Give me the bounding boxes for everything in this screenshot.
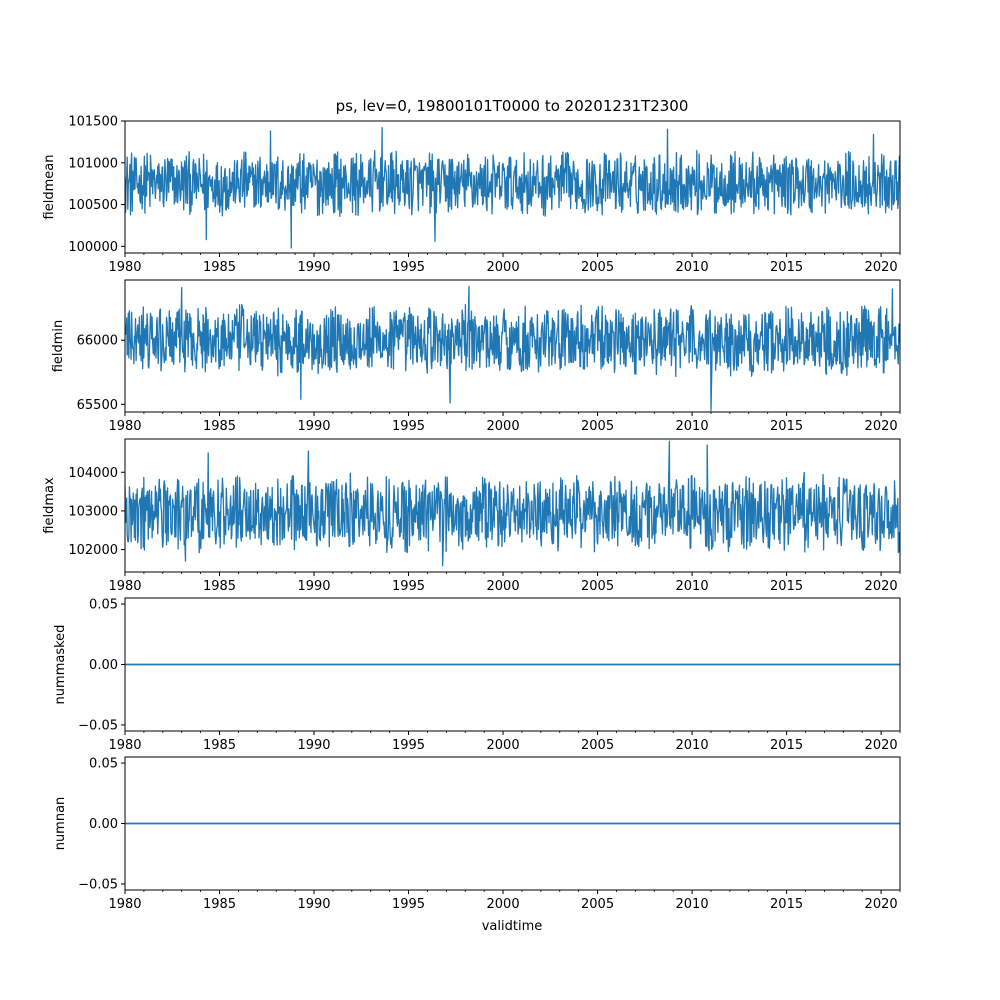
fieldmin-x-tick-label: 2010 xyxy=(676,419,709,434)
fieldmean-x-tick-label: 1995 xyxy=(392,260,425,275)
fieldmax-x-tick-label: 2005 xyxy=(581,579,614,594)
fieldmean-y-tick-label: 100000 xyxy=(68,240,118,255)
subplot-fieldmean: 100000 100500 101000 101500 1980 1985 1990 1995… xyxy=(42,115,901,275)
fieldmax-axes-frame xyxy=(124,438,901,573)
numnan-x-tick-label: 1990 xyxy=(297,897,330,912)
fieldmean-x-tick-label: 1980 xyxy=(108,260,141,275)
fieldmean-x-tick-label: 2005 xyxy=(581,260,614,275)
fieldmean-y-axis-label: fieldmean xyxy=(42,155,57,220)
fieldmean-y-tick-label: 100500 xyxy=(68,198,118,213)
fieldmean-y-tick-label: 101000 xyxy=(68,156,118,171)
numnan-x-tick-label: 2000 xyxy=(487,897,520,912)
subplot-fieldmin: 65500 66000 1980 1985 1990 1995 2000 2005 2010 20… xyxy=(51,279,901,434)
fieldmean-y-tick-label: 101500 xyxy=(68,115,118,130)
fieldmax-x-tick-label: 1990 xyxy=(297,579,330,594)
fieldmin-x-tick-label: 1990 xyxy=(297,419,330,434)
nummasked-y-tick-label: 0.05 xyxy=(89,598,118,613)
fieldmin-x-tick-label: 2000 xyxy=(487,419,520,434)
nummasked-x-tick-label: 2005 xyxy=(581,738,614,753)
fieldmean-x-tick-label: 2020 xyxy=(865,260,898,275)
fieldmin-x-tick-label: 1995 xyxy=(392,419,425,434)
fieldmean-x-tick-label: 1990 xyxy=(297,260,330,275)
nummasked-x-tick-label: 1985 xyxy=(203,738,236,753)
fieldmax-y-tick-label: 104000 xyxy=(68,466,118,481)
numnan-x-tick-label: 2015 xyxy=(770,897,803,912)
nummasked-x-tick-label: 2020 xyxy=(865,738,898,753)
nummasked-x-tick-label: 2010 xyxy=(676,738,709,753)
fieldmin-series-line xyxy=(125,285,900,412)
subplot-nummasked: −0.05 0.00 0.05 1980 1985 1990 1995 2000 2005 201… xyxy=(53,597,901,753)
numnan-x-tick-label: 2020 xyxy=(865,897,898,912)
fieldmean-x-tick-label: 2000 xyxy=(487,260,520,275)
fieldmin-y-axis-label: fieldmin xyxy=(51,320,66,373)
numnan-y-tick-label: −0.05 xyxy=(78,877,118,892)
numnan-x-tick-label: 1985 xyxy=(203,897,236,912)
fieldmin-x-tick-label: 2005 xyxy=(581,419,614,434)
fieldmin-axes-frame xyxy=(124,279,901,413)
fieldmax-series-line xyxy=(125,440,900,567)
subplots: 100000 100500 101000 101500 1980 1985 1990 1995… xyxy=(42,115,901,912)
numnan-y-tick-label: 0.05 xyxy=(89,757,118,772)
fieldmax-y-tick-label: 102000 xyxy=(68,543,118,558)
subplot-fieldmax: 102000 103000 104000 1980 1985 1990 1995 2000 20… xyxy=(42,438,901,594)
numnan-y-tick-label: 0.00 xyxy=(89,817,118,832)
fieldmean-series-line xyxy=(125,127,900,249)
x-axis-label: validtime xyxy=(482,919,543,934)
chart-title: ps, lev=0, 19800101T0000 to 20201231T230… xyxy=(336,97,689,115)
nummasked-y-axis-label: nummasked xyxy=(53,625,68,705)
nummasked-x-tick-label: 1990 xyxy=(297,738,330,753)
numnan-x-tick-label: 2010 xyxy=(676,897,709,912)
fieldmin-x-tick-label: 1980 xyxy=(108,419,141,434)
fieldmin-y-tick-label: 66000 xyxy=(77,334,118,349)
fieldmax-x-tick-label: 1980 xyxy=(108,579,141,594)
nummasked-y-tick-label: 0.00 xyxy=(89,658,118,673)
fieldmax-x-tick-label: 2010 xyxy=(676,579,709,594)
nummasked-x-tick-label: 2015 xyxy=(770,738,803,753)
fieldmean-axes-frame xyxy=(124,120,901,254)
fieldmean-x-tick-label: 1985 xyxy=(203,260,236,275)
fieldmin-y-tick-label: 65500 xyxy=(77,398,118,413)
fieldmean-x-tick-label: 2015 xyxy=(770,260,803,275)
fieldmax-y-tick-label: 103000 xyxy=(68,504,118,519)
fieldmin-x-tick-label: 1985 xyxy=(203,419,236,434)
numnan-x-tick-label: 2005 xyxy=(581,897,614,912)
nummasked-x-tick-label: 2000 xyxy=(487,738,520,753)
fieldmean-x-tick-label: 2010 xyxy=(676,260,709,275)
numnan-y-axis-label: numnan xyxy=(53,797,68,851)
subplot-numnan: −0.05 0.00 0.05 1980 1985 1990 1995 2000 2005 201… xyxy=(53,756,901,912)
fieldmax-x-tick-label: 2015 xyxy=(770,579,803,594)
numnan-x-tick-label: 1980 xyxy=(108,897,141,912)
nummasked-x-tick-label: 1980 xyxy=(108,738,141,753)
fieldmin-x-tick-label: 2020 xyxy=(865,419,898,434)
fieldmax-x-tick-label: 1995 xyxy=(392,579,425,594)
nummasked-y-tick-label: −0.05 xyxy=(78,718,118,733)
fieldmax-x-tick-label: 2020 xyxy=(865,579,898,594)
fieldmax-x-tick-label: 2000 xyxy=(487,579,520,594)
numnan-x-tick-label: 1995 xyxy=(392,897,425,912)
nummasked-x-tick-label: 1995 xyxy=(392,738,425,753)
fieldmax-x-tick-label: 1985 xyxy=(203,579,236,594)
fieldmax-y-axis-label: fieldmax xyxy=(42,477,57,534)
fieldmin-x-tick-label: 2015 xyxy=(770,419,803,434)
